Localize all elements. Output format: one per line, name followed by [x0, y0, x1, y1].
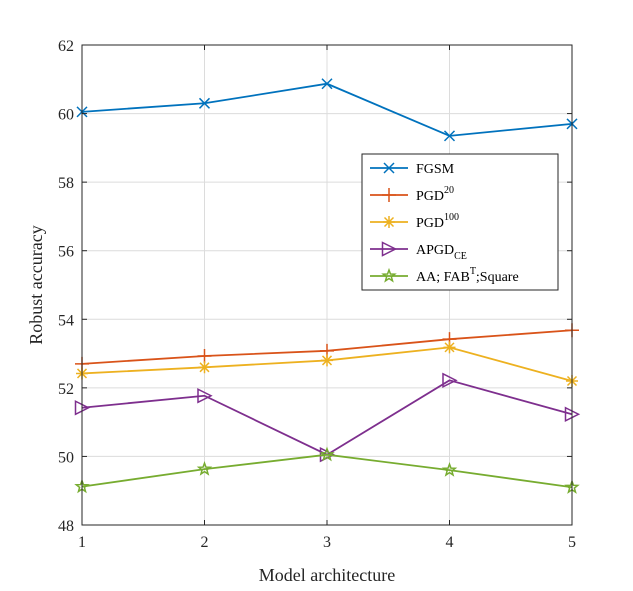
y-axis-label: Robust accuracy [26, 225, 46, 344]
x-tick-label: 1 [78, 534, 86, 551]
legend-entry: AA; FABT;Square [370, 266, 519, 285]
legend: FGSM PGD20 PGD100 APGDCE AA; FABT;Square [361, 153, 559, 291]
legend-entry: PGD20 [370, 185, 454, 204]
legend-marker [381, 267, 397, 283]
y-tick-label: 50 [58, 449, 74, 466]
data-point [198, 97, 211, 109]
legend-label: FGSM [416, 162, 455, 177]
data-point [441, 461, 458, 477]
legend-label: APGDCE [416, 243, 467, 262]
data-point [443, 130, 456, 142]
data-point [321, 354, 333, 367]
legend-marker [383, 162, 395, 174]
legend-entry: APGDCE [370, 241, 467, 262]
series-line [81, 453, 573, 489]
legend-entry: FGSM [370, 162, 455, 177]
plot-series [74, 78, 581, 494]
legend-marker [382, 188, 396, 202]
legend-label: AA; FABT;Square [416, 266, 519, 285]
x-axis-label: Model architecture [259, 565, 395, 585]
x-tick-label: 3 [323, 534, 331, 551]
data-point [196, 460, 213, 476]
legend-label: PGD100 [416, 212, 459, 231]
x-tick-label: 2 [201, 534, 209, 551]
legend-marker [381, 241, 398, 257]
y-tick-label: 60 [58, 107, 74, 124]
data-point [443, 341, 456, 354]
y-tick-label: 52 [58, 381, 74, 398]
legend-label: PGD20 [416, 185, 454, 204]
y-tick-label: 62 [58, 38, 74, 55]
y-tick-label: 54 [58, 312, 74, 329]
data-point [319, 446, 335, 462]
data-point [198, 361, 211, 374]
x-tick-label: 4 [446, 534, 454, 551]
data-point [197, 388, 213, 404]
data-point [321, 78, 333, 90]
y-tick-label: 48 [58, 518, 74, 535]
legend-entry: PGD100 [370, 212, 459, 231]
x-tick-label: 5 [568, 534, 576, 551]
data-point [442, 372, 458, 389]
series-1 [76, 78, 578, 142]
data-point [197, 348, 212, 363]
y-tick-label: 56 [58, 244, 74, 261]
y-tick-label: 58 [58, 175, 74, 192]
legend-marker [383, 216, 395, 228]
axis-ticks: 1 2 3 4 5 48 50 52 54 56 58 60 62 [58, 38, 576, 551]
